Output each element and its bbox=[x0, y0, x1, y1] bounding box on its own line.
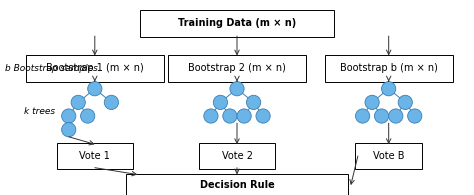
Ellipse shape bbox=[408, 109, 422, 123]
FancyBboxPatch shape bbox=[26, 55, 164, 82]
Text: Vote 1: Vote 1 bbox=[79, 151, 110, 161]
Ellipse shape bbox=[71, 95, 85, 109]
Ellipse shape bbox=[256, 109, 270, 123]
FancyBboxPatch shape bbox=[126, 174, 348, 195]
FancyBboxPatch shape bbox=[140, 10, 334, 37]
Ellipse shape bbox=[62, 123, 76, 137]
Ellipse shape bbox=[88, 82, 102, 96]
Ellipse shape bbox=[374, 109, 389, 123]
Ellipse shape bbox=[237, 109, 251, 123]
Ellipse shape bbox=[62, 109, 76, 123]
Text: k trees: k trees bbox=[24, 107, 55, 116]
FancyBboxPatch shape bbox=[199, 143, 275, 169]
Ellipse shape bbox=[389, 109, 403, 123]
Text: b Bootstrap samples: b Bootstrap samples bbox=[5, 64, 98, 73]
Ellipse shape bbox=[81, 109, 95, 123]
Text: Bootstrap b (m × n): Bootstrap b (m × n) bbox=[340, 63, 438, 73]
Text: Bootstrap 1 (m × n): Bootstrap 1 (m × n) bbox=[46, 63, 144, 73]
Ellipse shape bbox=[204, 109, 218, 123]
Ellipse shape bbox=[213, 95, 228, 109]
FancyBboxPatch shape bbox=[168, 55, 306, 82]
Text: Vote 2: Vote 2 bbox=[221, 151, 253, 161]
Ellipse shape bbox=[223, 109, 237, 123]
Text: Training Data (m × n): Training Data (m × n) bbox=[178, 18, 296, 28]
Ellipse shape bbox=[398, 95, 412, 109]
FancyBboxPatch shape bbox=[57, 143, 133, 169]
Ellipse shape bbox=[356, 109, 370, 123]
Ellipse shape bbox=[230, 82, 244, 96]
Text: Decision Rule: Decision Rule bbox=[200, 180, 274, 190]
Ellipse shape bbox=[104, 95, 118, 109]
Text: Bootstrap 2 (m × n): Bootstrap 2 (m × n) bbox=[188, 63, 286, 73]
Ellipse shape bbox=[365, 95, 379, 109]
FancyBboxPatch shape bbox=[356, 143, 422, 169]
Text: Vote B: Vote B bbox=[373, 151, 404, 161]
Ellipse shape bbox=[382, 82, 396, 96]
Ellipse shape bbox=[246, 95, 261, 109]
FancyBboxPatch shape bbox=[325, 55, 453, 82]
